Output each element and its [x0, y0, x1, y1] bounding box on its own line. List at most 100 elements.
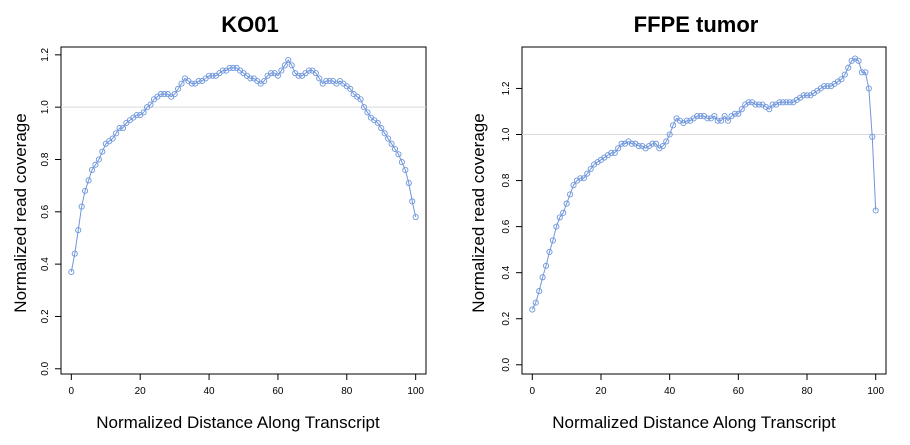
data-point [88, 166, 96, 174]
data-point [288, 62, 295, 69]
data-point [584, 170, 591, 177]
y-axis-label: Normalized read coverage [11, 113, 30, 312]
data-point [615, 145, 622, 152]
data-point [529, 306, 536, 313]
data-point [718, 117, 725, 124]
chart-ffpe-tumor: FFPE tumor Normalized Distance Along Tra… [469, 12, 887, 432]
data-point [872, 207, 879, 214]
data-point [608, 149, 615, 156]
y-tick-label: 0.4 [501, 265, 512, 279]
data-point [745, 99, 752, 106]
x-tick-label: 0 [530, 386, 536, 397]
data-point [704, 115, 711, 122]
data-point [281, 62, 288, 69]
data-point [546, 248, 553, 256]
data-point [409, 198, 416, 205]
data-point [171, 91, 178, 98]
data-point [395, 151, 402, 158]
y-tick-label: 0.6 [40, 204, 51, 218]
y-tick-label: 0.8 [501, 173, 512, 187]
x-tick-label: 80 [801, 386, 813, 397]
chart-ko01: KO01 Normalized Distance Along Transcrip… [11, 12, 427, 432]
data-point [323, 77, 330, 85]
y-tick-label: 0.0 [40, 361, 51, 375]
data-point [95, 156, 102, 163]
series-line [531, 57, 877, 310]
y-tick-label: 0.0 [501, 357, 512, 371]
data-point [157, 91, 164, 98]
data-point [412, 213, 419, 221]
data-point [391, 145, 399, 153]
data-point [697, 113, 704, 120]
data-point [821, 83, 828, 90]
data-point [731, 110, 738, 117]
data-point [721, 113, 728, 120]
data-point [862, 69, 869, 76]
data-point [577, 175, 584, 182]
data-point [841, 71, 848, 78]
data-point [549, 237, 556, 244]
y-tick-label: 0.2 [501, 311, 512, 325]
x-tick-label: 80 [341, 386, 353, 397]
data-point [670, 122, 677, 129]
data-point [735, 110, 742, 117]
data-point [611, 149, 618, 156]
data-point [230, 64, 237, 71]
data-point [553, 223, 560, 230]
data-point [628, 140, 635, 147]
y-tick-label: 0.2 [40, 309, 51, 323]
data-point [694, 113, 701, 120]
data-point [714, 117, 721, 124]
data-point [381, 130, 388, 137]
data-point [92, 161, 99, 168]
y-tick-label: 1.0 [501, 127, 512, 141]
data-point [405, 179, 412, 187]
data-point [542, 262, 550, 269]
y-tick-label: 1.2 [501, 81, 512, 95]
data-point [838, 76, 845, 83]
data-point [824, 83, 831, 90]
x-tick-label: 20 [135, 386, 147, 397]
data-point [347, 85, 354, 92]
data-point [82, 187, 89, 194]
data-point [865, 85, 872, 92]
data-point [226, 64, 233, 71]
data-point [580, 175, 587, 182]
chart-title: KO01 [221, 12, 278, 37]
data-point [285, 57, 292, 64]
data-point [247, 75, 254, 82]
data-point [663, 138, 670, 145]
data-point [803, 92, 811, 99]
y-axis-label: Normalized read coverage [469, 113, 488, 312]
data-point [786, 99, 793, 106]
y-tick-label: 1.2 [40, 47, 51, 61]
data-point [385, 135, 392, 142]
data-point [769, 101, 776, 108]
data-point [312, 70, 319, 77]
data-point [85, 177, 92, 184]
data-point [316, 75, 323, 82]
data-point [779, 99, 787, 106]
x-tick-label: 0 [69, 386, 75, 397]
data-point [800, 92, 807, 99]
data-point [178, 80, 185, 87]
data-point [666, 131, 673, 138]
x-axis-label: Normalized Distance Along Transcript [96, 413, 380, 432]
data-point [855, 57, 862, 64]
data-point [563, 200, 570, 207]
data-point [738, 106, 745, 113]
data-point [659, 142, 666, 150]
data-point [536, 288, 543, 295]
data-point [206, 72, 213, 79]
data-point [869, 133, 876, 140]
data-point [724, 117, 732, 124]
data-point [109, 135, 116, 142]
data-point [209, 72, 216, 79]
data-point [755, 101, 762, 108]
data-point [261, 77, 268, 85]
data-point [618, 140, 625, 147]
x-tick-label: 60 [272, 386, 284, 397]
data-point [295, 72, 302, 79]
y-tick-label: 0.4 [40, 257, 51, 271]
data-point [776, 99, 783, 106]
